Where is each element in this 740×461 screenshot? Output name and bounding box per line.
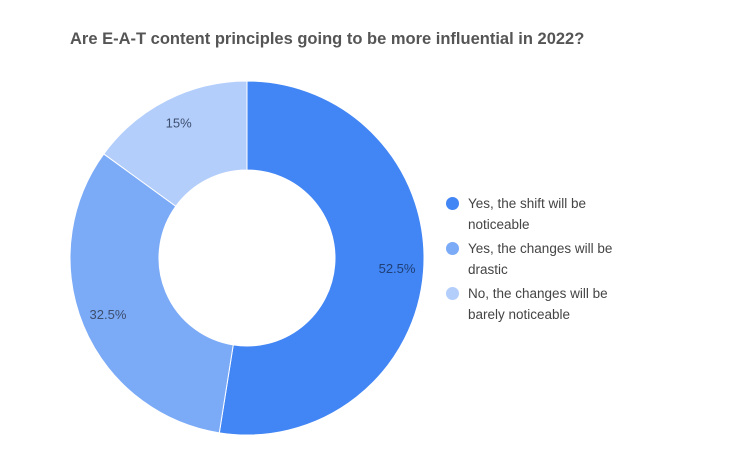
slice-label-changes-drastic: 32.5% — [90, 307, 127, 322]
legend-label-barely-noticeable: No, the changes will be barely noticeabl… — [468, 286, 608, 322]
legend-swatch-shift-noticeable — [446, 197, 459, 210]
slice-label-shift-noticeable: 52.5% — [379, 261, 416, 276]
slice-shift-noticeable — [218, 80, 425, 436]
slice-barely-noticeable — [103, 80, 248, 207]
legend-item-changes-drastic: Yes, the changes will be drastic — [446, 239, 646, 280]
legend: Yes, the shift will be noticeable Yes, t… — [446, 194, 646, 329]
donut-slices — [69, 80, 425, 436]
slice-label-barely-noticeable: 15% — [166, 115, 192, 130]
legend-item-shift-noticeable: Yes, the shift will be noticeable — [446, 194, 646, 235]
legend-swatch-changes-drastic — [446, 242, 459, 255]
legend-label-changes-drastic: Yes, the changes will be drastic — [468, 241, 613, 277]
chart-title: Are E-A-T content principles going to be… — [70, 30, 585, 48]
slice-labels: 52.5% 32.5% 15% — [90, 115, 416, 322]
legend-label-shift-noticeable: Yes, the shift will be noticeable — [468, 196, 587, 232]
legend-item-barely-noticeable: No, the changes will be barely noticeabl… — [446, 284, 646, 325]
legend-swatch-barely-noticeable — [446, 287, 459, 300]
slice-changes-drastic — [69, 153, 234, 434]
